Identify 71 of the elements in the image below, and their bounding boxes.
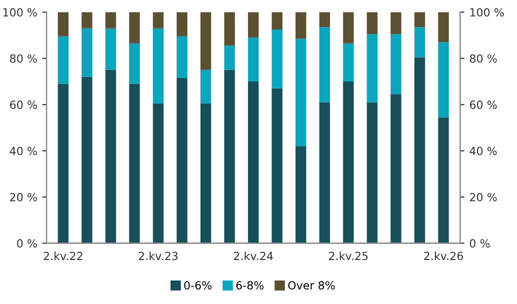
y-tick-label: 100 % <box>3 8 37 17</box>
y2-tick-label: 80 % <box>470 54 497 63</box>
legend-label: 0-6% <box>184 281 212 290</box>
y2-tick-label: 20 % <box>470 192 497 202</box>
bar <box>366 102 378 244</box>
bar <box>390 94 402 244</box>
y-tick-label: 60 % <box>10 100 37 109</box>
bar <box>129 43 140 84</box>
bar <box>296 12 306 39</box>
bar <box>296 146 306 244</box>
bar <box>272 29 282 88</box>
x-tick-label: 2.kv.23 <box>138 252 178 260</box>
bar <box>319 102 330 244</box>
bar <box>366 34 378 102</box>
y2-tick-label: 40 % <box>470 146 497 156</box>
bar <box>414 12 426 28</box>
bar <box>105 70 116 244</box>
bar <box>129 12 140 44</box>
bar <box>272 88 282 244</box>
bar <box>176 36 188 78</box>
y2-tick-label: 0 % <box>470 239 490 248</box>
bar <box>200 12 212 70</box>
y-tick-label: 80 % <box>10 54 37 63</box>
bar <box>319 12 330 28</box>
bar <box>366 12 378 34</box>
x-tick-label: 2.kv.25 <box>329 252 368 260</box>
bar <box>438 12 449 42</box>
bar <box>272 12 282 30</box>
legend-label: Over 8% <box>288 281 335 290</box>
bar <box>390 12 402 34</box>
bar <box>343 12 354 44</box>
bar <box>248 38 259 82</box>
bar <box>152 28 164 104</box>
bar <box>296 38 306 146</box>
bar <box>176 12 188 36</box>
bar <box>200 103 212 244</box>
bar <box>248 81 259 244</box>
bar <box>343 43 354 82</box>
bar <box>224 46 235 70</box>
bar <box>82 76 92 244</box>
legend-label: 6-8% <box>236 281 264 290</box>
bar <box>438 42 449 118</box>
bar <box>129 84 140 244</box>
y-tick-label: 40 % <box>10 146 37 156</box>
bar <box>58 12 69 36</box>
y-tick-label: 0 % <box>17 239 37 248</box>
bar <box>414 57 426 244</box>
bar <box>176 78 188 244</box>
x-tick-label: 2.kv.26 <box>424 252 463 260</box>
bar <box>58 84 69 244</box>
y2-tick-label: 100 % <box>470 8 504 17</box>
bar <box>58 36 69 84</box>
x-tick-label: 2.kv.22 <box>44 252 82 260</box>
bar <box>224 70 235 244</box>
bar <box>248 12 259 38</box>
y2-tick-label: 60 % <box>470 100 497 109</box>
bar <box>390 34 402 94</box>
bar <box>343 81 354 244</box>
bar <box>152 12 164 28</box>
x-tick-label: 2.kv.24 <box>234 252 273 260</box>
bar <box>414 27 426 58</box>
bar <box>438 117 449 244</box>
bar <box>152 103 164 244</box>
y-tick-label: 20 % <box>10 192 37 202</box>
bar <box>82 28 92 77</box>
bar <box>319 27 330 102</box>
bar <box>105 12 116 28</box>
bar <box>224 12 235 46</box>
bar <box>200 70 212 104</box>
bar <box>105 28 116 70</box>
bar <box>82 12 92 28</box>
